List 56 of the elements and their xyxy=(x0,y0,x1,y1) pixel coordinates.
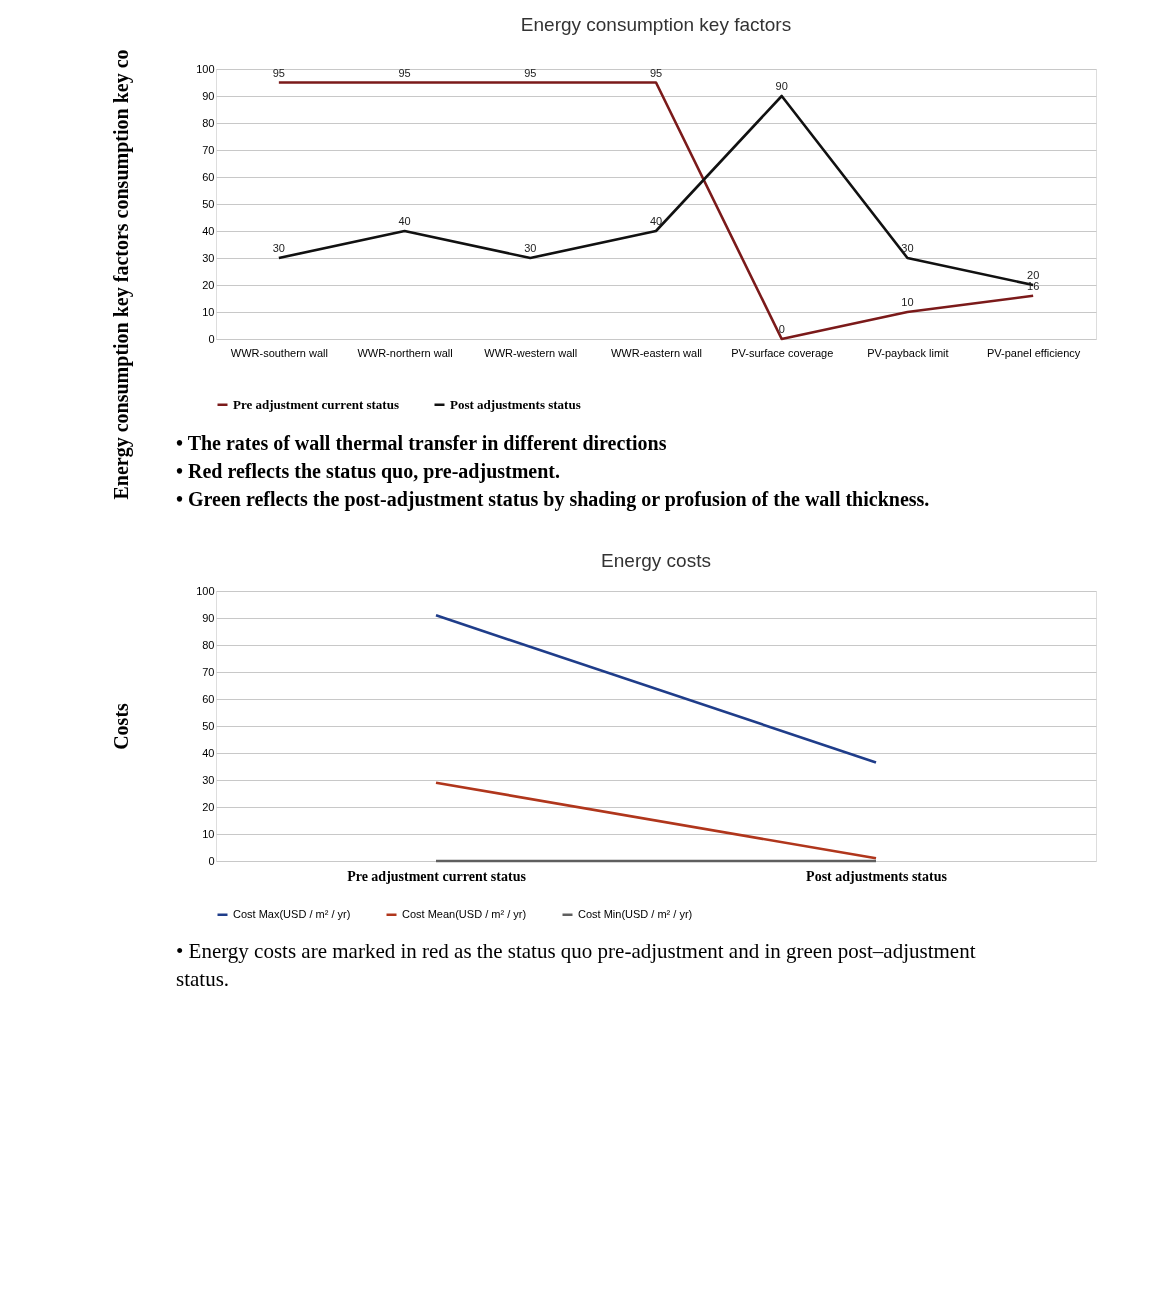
y-tick-label: 60 xyxy=(202,170,215,183)
chart-title: Energy consumption key factors xyxy=(520,14,792,35)
x-tick-label: WWR-western wall xyxy=(484,346,578,359)
y-tick-label: 30 xyxy=(202,251,215,264)
legend-label: Post adjustments status xyxy=(450,396,581,412)
data-label: 95 xyxy=(272,66,285,79)
text: • Red reflects the status quo, pre-adjustment. xyxy=(176,460,561,483)
x-tick-label: WWR-eastern wall xyxy=(610,346,703,359)
data-label: 10 xyxy=(901,296,914,308)
data-label: 16 xyxy=(1027,279,1040,292)
y-tick-label: 100 xyxy=(196,584,215,597)
y-tick-label: 70 xyxy=(202,665,215,678)
chart-title: Energy costs xyxy=(601,550,711,571)
legend-label: Cost Min(USD / m² / yr) xyxy=(578,907,693,920)
x-tick-label: PV-payback limit xyxy=(867,346,949,359)
y-axis-title: Energy consumption key factors consumption key co xyxy=(109,49,133,500)
y-tick-label: 30 xyxy=(202,773,215,786)
x-tick-label: WWR-northern wall xyxy=(357,346,453,359)
x-tick-label: PV-panel efficiency xyxy=(986,346,1081,359)
data-label: 40 xyxy=(398,215,411,227)
y-tick-label: 80 xyxy=(202,638,215,651)
legend-label: Cost Max(USD / m² / yr) xyxy=(233,907,351,920)
y-tick-label: 10 xyxy=(202,305,215,318)
data-label: 0 xyxy=(778,323,785,335)
y-tick-label: 20 xyxy=(202,800,215,813)
y-tick-label: 50 xyxy=(202,197,215,210)
y-tick-label: 100 xyxy=(196,62,215,75)
y-tick-label: 10 xyxy=(202,827,215,840)
y-tick-label: 80 xyxy=(202,116,215,129)
data-label: 95 xyxy=(524,66,537,79)
legend-label: Pre adjustment current status xyxy=(233,396,399,412)
y-tick-label: 50 xyxy=(202,719,215,732)
data-label: 30 xyxy=(524,242,537,254)
y-axis-title: Costs xyxy=(109,702,132,750)
data-label: 30 xyxy=(901,242,914,254)
y-tick-label: 90 xyxy=(202,89,215,102)
data-label: 95 xyxy=(649,66,663,79)
text: • Energy costs are marked in red as the status quo pre-adjustment and in green post–adjustment status. xyxy=(176,939,976,991)
data-label: 20 xyxy=(1027,269,1040,281)
legend-label: Cost Mean(USD / m² / yr) xyxy=(402,907,527,920)
y-tick-label: 60 xyxy=(202,692,215,705)
y-tick-label: 20 xyxy=(202,278,215,291)
data-label: 90 xyxy=(775,80,788,92)
text: • The rates of wall thermal transfer in different directions xyxy=(176,432,667,454)
x-tick-label: PV-surface coverage xyxy=(731,346,834,359)
y-tick-label: 0 xyxy=(208,854,215,867)
data-label: 40 xyxy=(649,215,663,227)
y-tick-label: 0 xyxy=(208,332,215,345)
x-tick-label: WWR-southern wall xyxy=(230,346,328,359)
data-label: 95 xyxy=(398,66,411,79)
y-tick-label: 90 xyxy=(202,611,215,624)
data-label: 30 xyxy=(272,242,285,254)
y-tick-label: 40 xyxy=(202,224,215,237)
text: • Green reflects the post-adjustment status by shading or profusion of the wall thickness. xyxy=(176,488,930,511)
y-tick-label: 40 xyxy=(202,746,215,759)
y-tick-label: 70 xyxy=(202,143,215,156)
